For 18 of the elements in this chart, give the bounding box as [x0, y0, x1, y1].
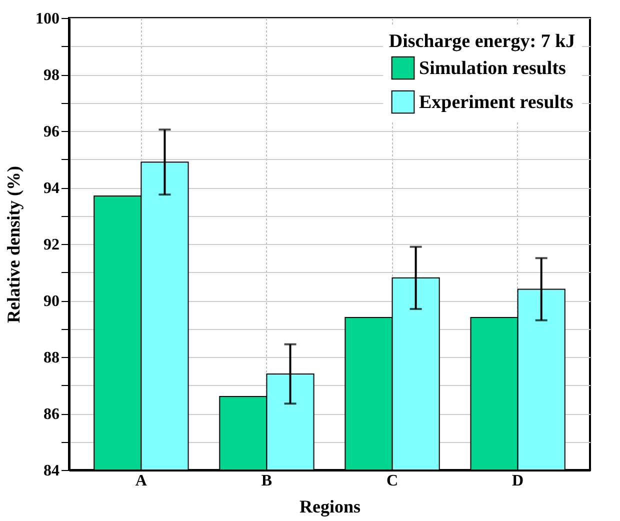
y-tick-label: 96 [44, 124, 60, 140]
x-axis-title: Regions [299, 496, 361, 516]
y-tick-label: 100 [36, 10, 60, 28]
y-tick-label: 86 [44, 406, 60, 423]
x-tick-label: B [261, 472, 272, 490]
legend-title: Discharge energy: 7 kJ [388, 31, 576, 52]
y-axis-title: Relative density (%) [4, 166, 24, 323]
y-tick-label: 88 [44, 350, 60, 366]
x-tick-label: A [135, 472, 148, 490]
y-tick-label: 84 [44, 462, 60, 480]
y-tick-label: 94 [44, 180, 60, 197]
x-tick-label: C [386, 472, 398, 490]
x-tick-label: D [512, 472, 524, 490]
y-tick-label: 90 [44, 293, 60, 310]
y-tick-label: 92 [44, 236, 60, 254]
legend-label: Simulation results [419, 58, 566, 79]
y-tick-label: 98 [44, 67, 60, 84]
legend-label: Experiment results [419, 92, 574, 113]
